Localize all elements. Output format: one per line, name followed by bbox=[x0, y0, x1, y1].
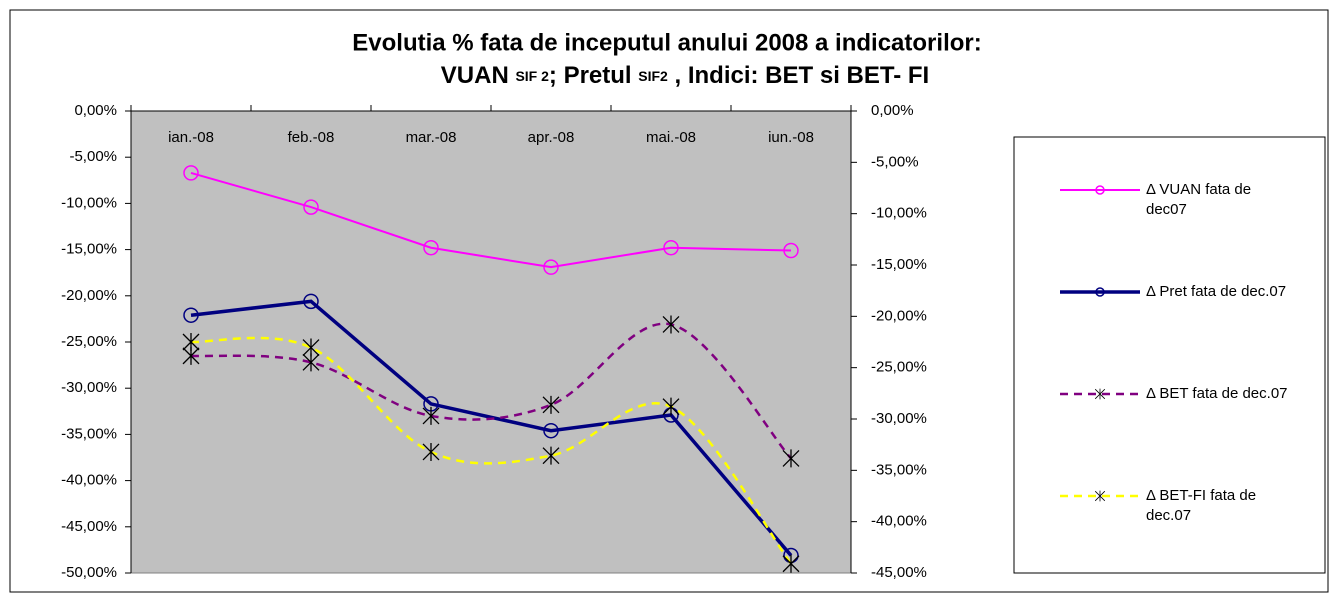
legend-label: Δ BET-FI fata de dec.07 bbox=[1146, 487, 1257, 524]
x-tick-label: mai.-08 bbox=[646, 129, 696, 146]
marker bbox=[1095, 185, 1105, 195]
y-tick-label: -35,00% bbox=[61, 425, 117, 442]
y-tick-label: -40,00% bbox=[61, 472, 117, 489]
legend-label: Δ VUAN fata de dec07 bbox=[1146, 181, 1252, 218]
marker bbox=[422, 442, 440, 461]
marker bbox=[423, 240, 439, 256]
marker bbox=[542, 446, 560, 465]
y2-tick-label: -30,00% bbox=[871, 410, 927, 427]
chart-title: Evolutia % fata de inceputul anului 2008… bbox=[352, 29, 981, 56]
series-line bbox=[190, 299, 793, 557]
marker bbox=[782, 554, 800, 573]
plot-area bbox=[130, 110, 852, 574]
legend bbox=[1013, 136, 1326, 574]
y-tick-label: -20,00% bbox=[61, 287, 117, 304]
x-tick-label: feb.-08 bbox=[288, 129, 335, 146]
marker bbox=[302, 338, 320, 357]
marker bbox=[303, 199, 319, 215]
title-part: VUAN bbox=[441, 62, 516, 89]
marker bbox=[1095, 287, 1105, 297]
x-tick-label: ian.-08 bbox=[168, 129, 214, 146]
series-line bbox=[190, 322, 792, 460]
y-tick-label: -5,00% bbox=[69, 148, 117, 165]
x-tick-label: iun.-08 bbox=[768, 129, 814, 146]
y2-tick-label: -20,00% bbox=[871, 307, 927, 324]
y2-tick-label: 0,00% bbox=[871, 102, 914, 119]
marker bbox=[542, 395, 560, 414]
marker bbox=[783, 242, 799, 259]
marker bbox=[183, 165, 199, 181]
y2-tick-label: -45,00% bbox=[871, 564, 927, 581]
y-tick-label: -15,00% bbox=[61, 241, 117, 258]
y2-tick-label: -40,00% bbox=[871, 513, 927, 530]
y2-tick-label: -15,00% bbox=[871, 256, 927, 273]
legend-label: Δ Pret fata de dec.07 bbox=[1146, 283, 1287, 300]
title-part: ; Pretul bbox=[549, 62, 638, 89]
x-tick-label: apr.-08 bbox=[528, 129, 575, 146]
y2-tick-label: -5,00% bbox=[871, 153, 919, 170]
title-part: SIF 2 bbox=[515, 68, 549, 84]
marker bbox=[183, 307, 199, 323]
marker bbox=[782, 449, 800, 468]
y2-tick-label: -25,00% bbox=[871, 359, 927, 376]
marker bbox=[662, 397, 680, 416]
y-tick-label: -10,00% bbox=[61, 194, 117, 211]
marker bbox=[1094, 490, 1106, 502]
y-tick-label: -45,00% bbox=[61, 518, 117, 535]
marker bbox=[663, 240, 679, 256]
marker bbox=[182, 333, 200, 351]
marker bbox=[662, 315, 680, 334]
legend-label: Δ BET fata de dec.07 bbox=[1146, 385, 1288, 402]
series-line bbox=[190, 171, 792, 269]
title-part: , Indici: BET si BET- FI bbox=[668, 62, 929, 89]
x-tick-label: mar.-08 bbox=[406, 129, 457, 146]
chart-subtitle: VUAN SIF 2; Pretul SIF2 , Indici: BET si… bbox=[441, 62, 929, 89]
y2-tick-label: -35,00% bbox=[871, 461, 927, 478]
marker bbox=[422, 406, 440, 425]
title-part: SIF2 bbox=[638, 68, 668, 84]
y-tick-label: -30,00% bbox=[61, 379, 117, 396]
marker bbox=[303, 293, 319, 310]
y-tick-label: 0,00% bbox=[74, 102, 117, 119]
series-line bbox=[190, 336, 792, 565]
y-tick-label: -50,00% bbox=[61, 564, 117, 581]
marker bbox=[1094, 388, 1106, 400]
marker bbox=[543, 259, 559, 275]
marker bbox=[543, 422, 559, 439]
y2-tick-label: -10,00% bbox=[871, 205, 927, 222]
y-tick-label: -25,00% bbox=[61, 333, 117, 350]
